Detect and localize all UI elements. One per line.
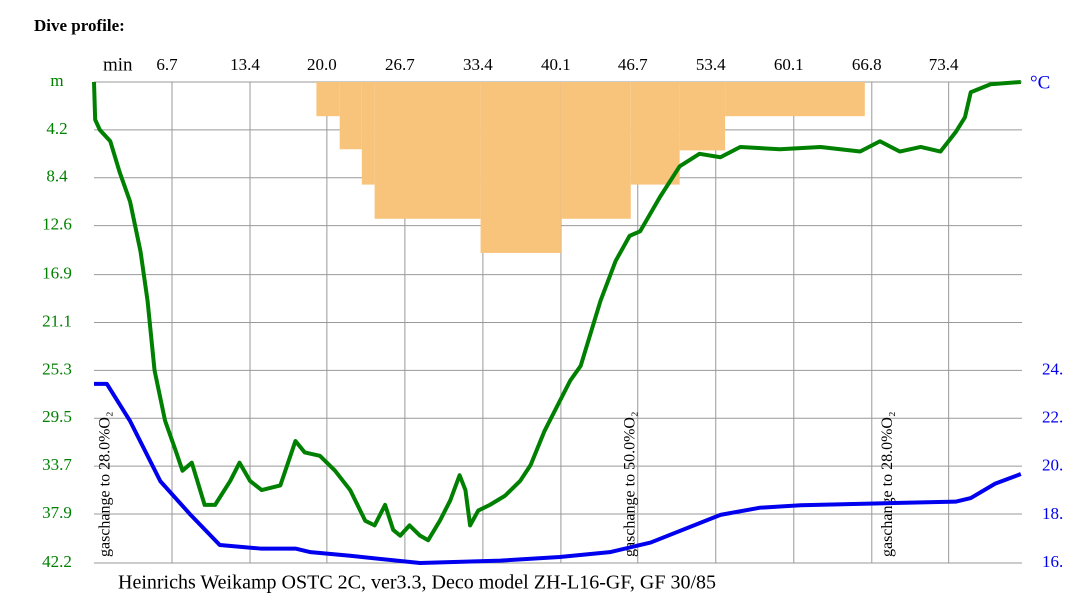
x-tick-label: 53.4 bbox=[696, 55, 726, 74]
series-line bbox=[94, 381, 1022, 565]
y2-tick-label: 22. bbox=[1042, 408, 1063, 427]
y2-tick-label: 16. bbox=[1042, 552, 1063, 571]
gas-change-label: gaschange to 28.0%O₂ bbox=[879, 411, 896, 557]
y-tick-label: 8.4 bbox=[46, 167, 68, 186]
x-tick-label: 26.7 bbox=[385, 55, 415, 74]
y-tick-label: 33.7 bbox=[42, 455, 72, 474]
deco-ceiling bbox=[480, 82, 561, 253]
x-tick-label: 46.7 bbox=[618, 55, 648, 74]
series-line bbox=[92, 80, 1021, 543]
y-tick-label: 12.6 bbox=[42, 215, 72, 234]
x-tick-label: 33.4 bbox=[463, 55, 493, 74]
deco-ceiling bbox=[339, 82, 362, 150]
gas-change-label: gaschange to 50.0%O₂ bbox=[622, 411, 639, 557]
x-tick-label: 66.8 bbox=[852, 55, 882, 74]
deco-ceiling bbox=[725, 82, 865, 117]
y-tick-label: 25.3 bbox=[42, 359, 72, 378]
y-tick-label: 29.5 bbox=[42, 407, 72, 426]
y2-axis-label: °C bbox=[1030, 72, 1050, 93]
y-tick-label: m bbox=[50, 71, 63, 90]
x-axis-label: min bbox=[103, 54, 133, 75]
deco-ceiling bbox=[316, 82, 340, 117]
y-tick-label: 4.2 bbox=[46, 119, 67, 138]
x-tick-label: 60.1 bbox=[774, 55, 804, 74]
y-tick-label: 21.1 bbox=[42, 311, 72, 330]
footer: Heinrichs Weikamp OSTC 2C, ver3.3, Deco … bbox=[118, 572, 716, 594]
deco-ceiling bbox=[630, 82, 680, 185]
x-tick-label: 13.4 bbox=[230, 55, 260, 74]
deco-ceiling bbox=[679, 82, 726, 151]
deco-ceiling bbox=[361, 82, 375, 185]
y2-tick-label: 24. bbox=[1042, 360, 1063, 379]
grid bbox=[94, 81, 1022, 564]
x-tick-label: 73.4 bbox=[929, 55, 959, 74]
y2-tick-label: 20. bbox=[1042, 456, 1063, 475]
x-tick-label: 40.1 bbox=[541, 55, 571, 74]
deco-ceiling bbox=[374, 82, 481, 219]
y-tick-label: 16.9 bbox=[42, 264, 72, 283]
x-tick-label: 6.7 bbox=[156, 55, 178, 74]
deco-ceiling bbox=[560, 82, 631, 219]
chart-title: Dive profile: bbox=[34, 16, 125, 35]
gas-change-label: gaschange to 28.0%O₂ bbox=[96, 411, 113, 557]
y-tick-label: 42.2 bbox=[42, 552, 72, 571]
y-tick-label: 37.9 bbox=[42, 503, 72, 522]
x-tick-label: 20.0 bbox=[307, 55, 337, 74]
y2-tick-label: 18. bbox=[1042, 504, 1063, 523]
